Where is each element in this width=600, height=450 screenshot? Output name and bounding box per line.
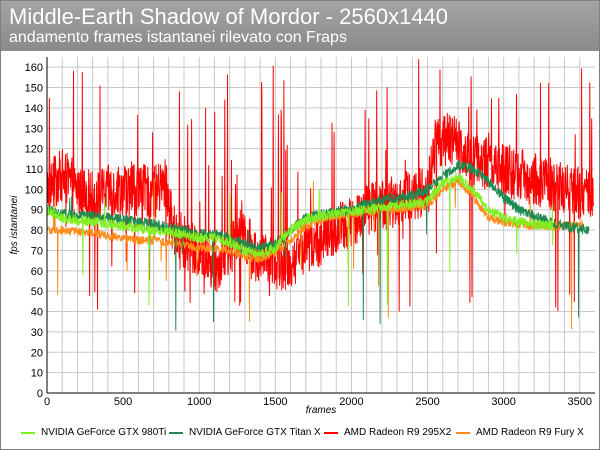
legend-swatch-r9-fury-x xyxy=(456,431,470,434)
series-layer xyxy=(46,59,594,331)
legend-item-r9-295x2: AMD Radeon R9 295X2 xyxy=(324,427,451,441)
chart-subtitle: andamento frames istantanei rilevato con… xyxy=(9,29,347,46)
y-tick-label: 80 xyxy=(31,225,43,237)
chart-plot: 0 500 1000 1500 2000 2500 3000 3500 0 10 20 30 40 50… xyxy=(9,57,595,416)
y-tick-label: 150 xyxy=(25,83,43,95)
y-tick-label: 120 xyxy=(25,144,43,156)
series-line-nvidia-geforce-gtx-980ti xyxy=(46,172,555,306)
x-tick-label: 0 xyxy=(44,396,50,408)
y-tick-labels: 0 10 20 30 40 50 60 70 80 90 100 110 120 130 140 150 160 xyxy=(25,62,43,400)
legend-label-gtx-980ti: NVIDIA GeForce GTX 980Ti xyxy=(41,427,167,438)
x-axis-label: frames xyxy=(306,405,337,416)
chart-header: Middle-Earth Shadow of Mordor - 2560x144… xyxy=(1,1,599,51)
y-tick-label: 20 xyxy=(31,347,43,359)
y-tick-label: 140 xyxy=(25,103,43,115)
series-line-amd-radeon-r9-295x2 xyxy=(46,59,594,312)
legend-item-gtx-titan-x: NVIDIA GeForce GTX Titan X xyxy=(169,427,321,441)
y-tick-label: 110 xyxy=(25,164,43,176)
legend-swatch-gtx-980ti xyxy=(21,431,35,434)
x-tick-label: 1500 xyxy=(263,396,287,408)
legend-label-r9-fury-x: AMD Radeon R9 Fury X xyxy=(476,427,584,438)
x-tick-label: 3500 xyxy=(568,396,592,408)
legend-label-gtx-titan-x: NVIDIA GeForce GTX Titan X xyxy=(189,427,321,438)
y-tick-label: 130 xyxy=(25,123,43,135)
y-tick-label: 50 xyxy=(31,286,43,298)
chart-title: Middle-Earth Shadow of Mordor - 2560x144… xyxy=(9,4,449,29)
y-tick-label: 70 xyxy=(31,245,43,257)
x-tick-label: 500 xyxy=(114,396,132,408)
y-tick-label: 100 xyxy=(25,184,43,196)
y-axis-label: fps istantanei xyxy=(9,195,20,255)
x-tick-label: 2500 xyxy=(415,396,439,408)
y-tick-label: 10 xyxy=(31,368,43,380)
x-tick-label: 3000 xyxy=(491,396,515,408)
chart-legend: NVIDIA GeForce GTX 980Ti NVIDIA GeForce … xyxy=(1,421,599,445)
x-tick-label: 2000 xyxy=(339,396,363,408)
y-tick-label: 0 xyxy=(37,388,43,400)
x-gridlines xyxy=(61,57,581,393)
y-tick-label: 160 xyxy=(25,62,43,74)
y-tick-label: 90 xyxy=(31,205,43,217)
legend-label-r9-295x2: AMD Radeon R9 295X2 xyxy=(344,427,452,438)
legend-item-r9-fury-x: AMD Radeon R9 Fury X xyxy=(456,427,584,441)
y-tick-label: 40 xyxy=(31,307,43,319)
y-tick-label: 30 xyxy=(31,327,43,339)
x-tick-labels: 0 500 1000 1500 2000 2500 3000 3500 xyxy=(44,396,592,408)
y-tick-label: 60 xyxy=(31,266,43,278)
y-gridlines xyxy=(47,66,595,374)
legend-swatch-r9-295x2 xyxy=(324,431,338,434)
x-tick-label: 1000 xyxy=(187,396,211,408)
legend-item-gtx-980ti: NVIDIA GeForce GTX 980Ti xyxy=(21,427,166,441)
legend-swatch-gtx-titan-x xyxy=(169,431,183,434)
